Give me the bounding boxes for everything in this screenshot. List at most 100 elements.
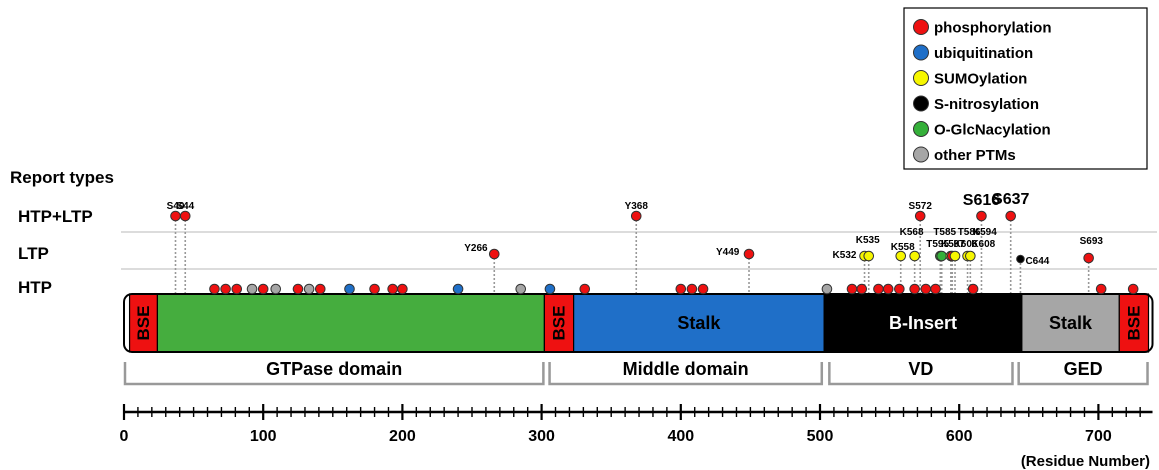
site-label-y449: Y449: [716, 247, 740, 258]
site-label-s40: S40: [167, 201, 185, 212]
segment-gtpase: [156, 293, 545, 353]
report-type-rows: Report types HTP+LTP LTP HTP: [10, 168, 1157, 297]
axis-label: (Residue Number): [1021, 453, 1150, 470]
site-label-c644: C644: [1025, 256, 1049, 267]
site-label-s637: S637: [992, 191, 1029, 208]
htp-site-phosphorylation: [846, 283, 858, 295]
site-label-t585: T585: [933, 227, 956, 238]
htp-site-phosphorylation: [882, 283, 894, 295]
domain-label-middle-domain: Middle domain: [623, 359, 749, 379]
site-y449: [743, 248, 755, 260]
axis-tick-label: 500: [807, 428, 834, 445]
axis-tick-label: 700: [1085, 428, 1112, 445]
htp-site-phosphorylation: [231, 283, 243, 295]
legend-phosphorylation-label: phosphorylation: [934, 20, 1052, 37]
report-types-header: Report types: [10, 168, 114, 187]
site-k558: [895, 250, 907, 262]
legend-box: [903, 7, 1148, 170]
legend-s-nitrosylation-swatch: [913, 95, 929, 112]
legend-o-glcnacylation-swatch: [913, 121, 929, 137]
htp-site-phosphorylation: [873, 283, 884, 295]
site-k568: [909, 250, 920, 262]
row-label-ltp: LTP: [18, 244, 49, 263]
site-k608: [965, 250, 976, 262]
domain-label-vd: VD: [908, 359, 933, 379]
site-c644: [1016, 254, 1025, 264]
htp-site-ubiquitination: [344, 283, 355, 295]
site-label-k558: K558: [891, 242, 915, 253]
htp-site-other-ptms: [270, 283, 282, 295]
legend-sumoylation-label: SUMOylation: [934, 71, 1027, 88]
htp-site-phosphorylation: [930, 283, 941, 295]
segment-label-stalk: Stalk: [1049, 313, 1093, 333]
htp-site-other-ptms: [515, 283, 527, 295]
site-s44: [179, 210, 191, 222]
protein-outline: [123, 293, 1154, 353]
site-s616: [976, 210, 987, 222]
site-label-s44: S44: [176, 201, 194, 212]
axis-tick-label: 600: [946, 428, 973, 445]
segment-label-b-insert: B-Insert: [889, 313, 957, 333]
legend-other-ptms-label: other PTMs: [934, 147, 1016, 164]
site-k535: [863, 250, 875, 262]
htp-site-phosphorylation: [387, 283, 398, 295]
site-label-y368: Y368: [625, 201, 649, 212]
htp-site-phosphorylation: [920, 283, 932, 295]
htp-site-phosphorylation: [369, 283, 380, 295]
domain-bracket-middle-domain: [548, 362, 824, 386]
site-t586: [936, 250, 948, 262]
site-label-k532: K532: [833, 250, 857, 261]
site-label-k568: K568: [900, 227, 924, 238]
axis-tick-label: 400: [667, 428, 694, 445]
htp-site-phosphorylation: [314, 283, 326, 295]
site-s572: [914, 210, 926, 222]
htp-site-phosphorylation: [397, 283, 408, 295]
site-label-k606: K606: [954, 239, 978, 250]
htp-site-other-ptms: [303, 283, 315, 295]
htp-site-other-ptms: [821, 283, 833, 295]
site-y368: [630, 210, 642, 222]
htp-site-phosphorylation: [675, 283, 687, 295]
htp-site-phosphorylation: [579, 283, 591, 295]
legend: phosphorylation ubiquitination SUMOylation…: [903, 7, 1148, 170]
segment-label-bse: BSE: [134, 306, 153, 341]
domain-label-gtpase-domain: GTPase domain: [266, 359, 402, 379]
site-s693: [1083, 252, 1094, 264]
htp-site-phosphorylation: [220, 283, 231, 295]
htp-site-ubiquitination: [452, 283, 464, 295]
site-label-s616: S616: [963, 192, 1000, 209]
site-stems: [174, 216, 1090, 294]
legend-phosphorylation-swatch: [913, 19, 929, 35]
site-label-k594: K594: [973, 227, 997, 238]
segment-label-bse: BSE: [1124, 306, 1143, 341]
site-label-k535: K535: [856, 235, 880, 246]
axis-tick-label: 200: [389, 428, 416, 445]
htp-site-ubiquitination: [544, 283, 556, 295]
legend-ubiquitination-label: ubiquitination: [934, 45, 1033, 62]
site-s637: [1005, 210, 1017, 222]
residue-axis: 0 100 200 300 400 500 600 700 (Residue Number): [120, 404, 1153, 470]
htp-site-phosphorylation: [1127, 283, 1139, 295]
segment-label-bse: BSE: [550, 306, 569, 341]
axis-tick-label: 0: [120, 428, 129, 445]
row-label-htp: HTP: [18, 278, 52, 297]
htp-site-phosphorylation: [686, 283, 698, 295]
site-label-k608: K608: [971, 239, 995, 250]
legend-s-nitrosylation-label: S-nitrosylation: [934, 96, 1039, 113]
site-label-k597: K597: [941, 239, 965, 250]
htp-site-phosphorylation: [967, 283, 979, 295]
site-label-s693: S693: [1080, 236, 1104, 247]
domain-brackets: GTPase domain Middle domain VD GED: [123, 359, 1149, 386]
segment-label-stalk: Stalk: [677, 313, 721, 333]
htp-site-phosphorylation: [697, 283, 709, 295]
htp-site-phosphorylation: [292, 283, 304, 295]
protein-bar: BSE BSE Stalk B-Insert Stalk BSE: [123, 293, 1154, 353]
segment-b-insert: [823, 293, 1023, 353]
domain-bracket-gtpase-domain: [123, 362, 545, 386]
legend-other-ptms-swatch: [913, 146, 929, 163]
htp-site-phosphorylation: [257, 283, 269, 295]
htp-site-phosphorylation: [909, 283, 920, 295]
legend-ubiquitination-swatch: [913, 44, 929, 61]
